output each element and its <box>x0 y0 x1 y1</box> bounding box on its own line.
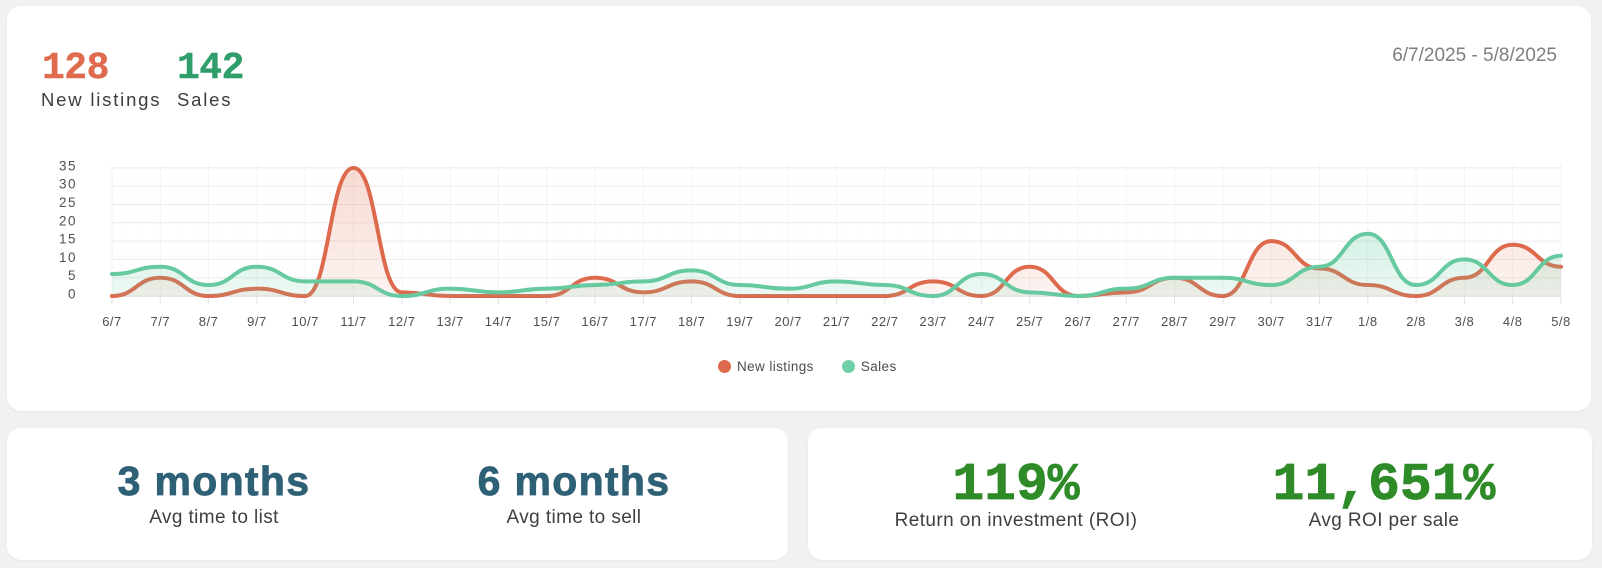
svg-text:16/7: 16/7 <box>581 314 608 329</box>
svg-text:15: 15 <box>59 232 77 247</box>
svg-text:2/8: 2/8 <box>1406 314 1426 329</box>
svg-text:18/7: 18/7 <box>678 314 705 329</box>
svg-text:28/7: 28/7 <box>1161 314 1188 329</box>
svg-text:15/7: 15/7 <box>533 314 560 329</box>
svg-text:0: 0 <box>68 287 77 302</box>
svg-text:25: 25 <box>59 195 77 210</box>
svg-text:5: 5 <box>68 268 77 283</box>
svg-text:12/7: 12/7 <box>388 314 415 329</box>
svg-text:10: 10 <box>59 250 77 265</box>
svg-text:6/7: 6/7 <box>102 314 122 329</box>
svg-text:29/7: 29/7 <box>1209 314 1236 329</box>
svg-text:26/7: 26/7 <box>1064 314 1091 329</box>
svg-text:20/7: 20/7 <box>775 314 802 329</box>
svg-text:27/7: 27/7 <box>1113 314 1140 329</box>
svg-text:1/8: 1/8 <box>1358 314 1378 329</box>
svg-text:17/7: 17/7 <box>630 314 657 329</box>
svg-text:31/7: 31/7 <box>1306 314 1333 329</box>
svg-text:19/7: 19/7 <box>726 314 753 329</box>
svg-text:14/7: 14/7 <box>485 314 512 329</box>
svg-text:8/7: 8/7 <box>199 314 219 329</box>
svg-text:30: 30 <box>59 177 77 192</box>
svg-text:13/7: 13/7 <box>436 314 463 329</box>
svg-text:25/7: 25/7 <box>1016 314 1043 329</box>
svg-text:10/7: 10/7 <box>292 314 319 329</box>
svg-text:7/7: 7/7 <box>151 314 171 329</box>
svg-text:11/7: 11/7 <box>340 314 366 329</box>
svg-text:3/8: 3/8 <box>1455 314 1475 329</box>
svg-text:23/7: 23/7 <box>919 314 946 329</box>
svg-text:22/7: 22/7 <box>871 314 898 329</box>
svg-text:24/7: 24/7 <box>968 314 995 329</box>
svg-text:21/7: 21/7 <box>823 314 850 329</box>
svg-text:20: 20 <box>59 213 77 228</box>
svg-text:30/7: 30/7 <box>1258 314 1285 329</box>
svg-text:5/8: 5/8 <box>1551 314 1571 329</box>
svg-text:4/8: 4/8 <box>1503 314 1523 329</box>
svg-text:35: 35 <box>59 158 77 173</box>
svg-text:9/7: 9/7 <box>247 314 267 329</box>
